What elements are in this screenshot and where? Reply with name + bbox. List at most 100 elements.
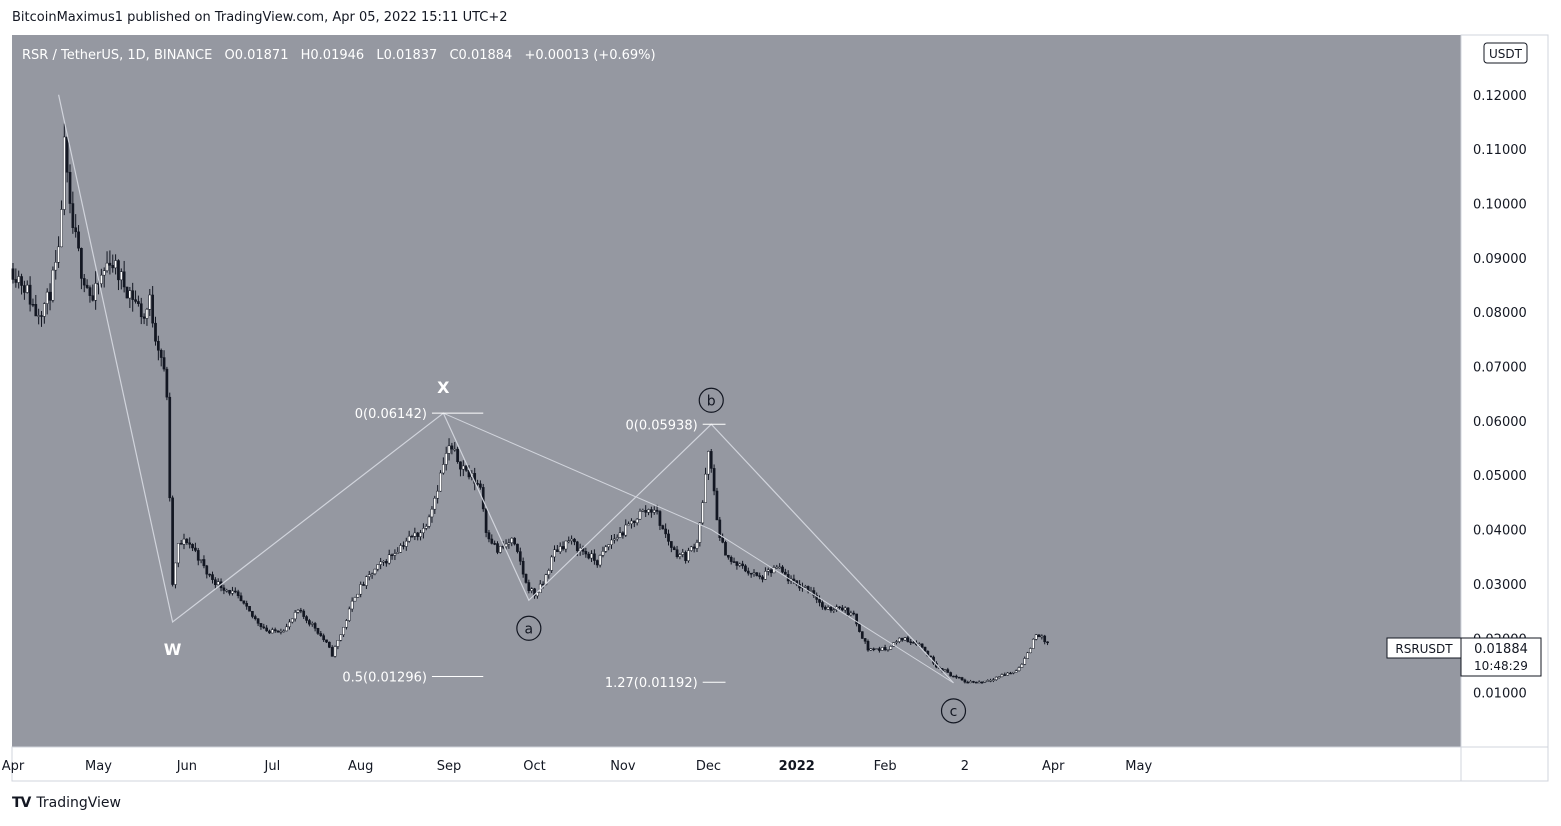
candle-body (721, 537, 724, 543)
candle-body (125, 286, 129, 299)
candle-body (419, 532, 422, 537)
candle-body (943, 669, 947, 671)
candle-body (279, 631, 283, 633)
candle-body (809, 590, 813, 592)
candle-body (442, 464, 445, 474)
candle-body (598, 555, 602, 566)
candle-body (778, 566, 781, 569)
candle-body (766, 569, 770, 572)
candle-body (182, 538, 186, 545)
candle-body (370, 573, 374, 576)
candle-body (387, 554, 391, 564)
price-axis[interactable] (1460, 34, 1549, 748)
wave-label: b (707, 393, 716, 409)
candle-body (407, 535, 411, 542)
x-tick-label: May (85, 759, 112, 774)
y-tick-label: 0.05000 (1473, 469, 1527, 484)
candle-body (236, 591, 240, 596)
candle-body (262, 626, 266, 629)
candle-body (707, 451, 710, 475)
candle-body (670, 541, 673, 548)
legend-close: 0.01884 (459, 48, 513, 63)
candle-body (886, 649, 890, 651)
candle-body (729, 556, 733, 562)
candle-body (68, 171, 72, 204)
candle-body (989, 680, 992, 682)
candle-body (176, 543, 180, 564)
candle-body (276, 630, 280, 633)
candle-body (1020, 664, 1024, 668)
x-tick-label: 2 (961, 759, 969, 774)
wave-lines (58, 94, 954, 684)
candle-body (396, 552, 400, 554)
candle-body (909, 641, 913, 644)
candle-body (547, 570, 551, 575)
candle-body (60, 209, 63, 248)
y-tick-label: 0.07000 (1473, 361, 1527, 376)
wave-labels: W Xa b c (164, 378, 967, 724)
candle-body (427, 516, 431, 527)
candle-body (516, 543, 519, 552)
candle-body (1003, 674, 1007, 676)
candle-body (102, 270, 106, 276)
legend-low-label: L (376, 48, 384, 63)
candle-body (476, 483, 479, 485)
y-tick-label: 0.09000 (1473, 252, 1527, 267)
fib-levels: 0(0.06142) 0.5(0.01296) 0(0.05938) 1.27(0.0… (342, 407, 726, 691)
candle-body (362, 584, 365, 586)
candle-body (453, 448, 457, 451)
candle-body (746, 570, 750, 574)
wave-label-circle (940, 698, 967, 724)
candle-body (860, 631, 864, 639)
candle-body (849, 612, 853, 616)
candle-body (590, 553, 593, 559)
candle-body (701, 502, 705, 524)
candle-body (898, 637, 901, 642)
candle-body (618, 532, 622, 538)
candle-body (322, 635, 325, 641)
candle-body (242, 600, 246, 604)
candle-body (151, 294, 155, 324)
candle-body (14, 279, 18, 283)
candle-body (969, 681, 972, 684)
candle-body (781, 566, 784, 573)
candle-body (846, 607, 850, 616)
candle-body (191, 544, 194, 549)
candle-body (157, 341, 160, 351)
candle-body (812, 590, 816, 596)
candle-body (530, 588, 534, 592)
candle-body (727, 555, 730, 558)
y-tick-label: 0.12000 (1473, 89, 1527, 104)
candle-body (490, 538, 494, 544)
candle-body (134, 299, 137, 302)
candle-body (308, 620, 311, 625)
x-tick-label: May (1125, 759, 1152, 774)
tradingview-brand[interactable]: TV TradingView (12, 795, 121, 811)
candle-body (433, 497, 437, 510)
candle-body (373, 568, 377, 575)
candle-body (290, 618, 294, 623)
candle-body (239, 595, 243, 602)
candle-body (1017, 667, 1021, 671)
candle-body (573, 538, 576, 543)
candle-body (1046, 641, 1049, 644)
candle-body (100, 274, 103, 284)
x-tick-label: Apr (1042, 759, 1065, 774)
fib-label: 0(0.05938) (626, 418, 698, 433)
candle-body (379, 561, 382, 565)
candle-body (906, 637, 910, 643)
candle-body (604, 546, 608, 552)
currency-badge[interactable] (1483, 42, 1528, 64)
currency-badge-label: USDT (1489, 47, 1523, 61)
candle-body (698, 522, 702, 543)
price-pane[interactable] (12, 35, 1461, 747)
last-price: 0.01884 (1474, 642, 1528, 657)
candle-body (37, 315, 40, 317)
candle-body (667, 533, 670, 542)
candle-body (949, 672, 952, 677)
candle-body (211, 574, 214, 580)
candle-body (196, 550, 200, 561)
candle-body (550, 556, 553, 571)
time-axis[interactable] (11, 746, 1462, 782)
